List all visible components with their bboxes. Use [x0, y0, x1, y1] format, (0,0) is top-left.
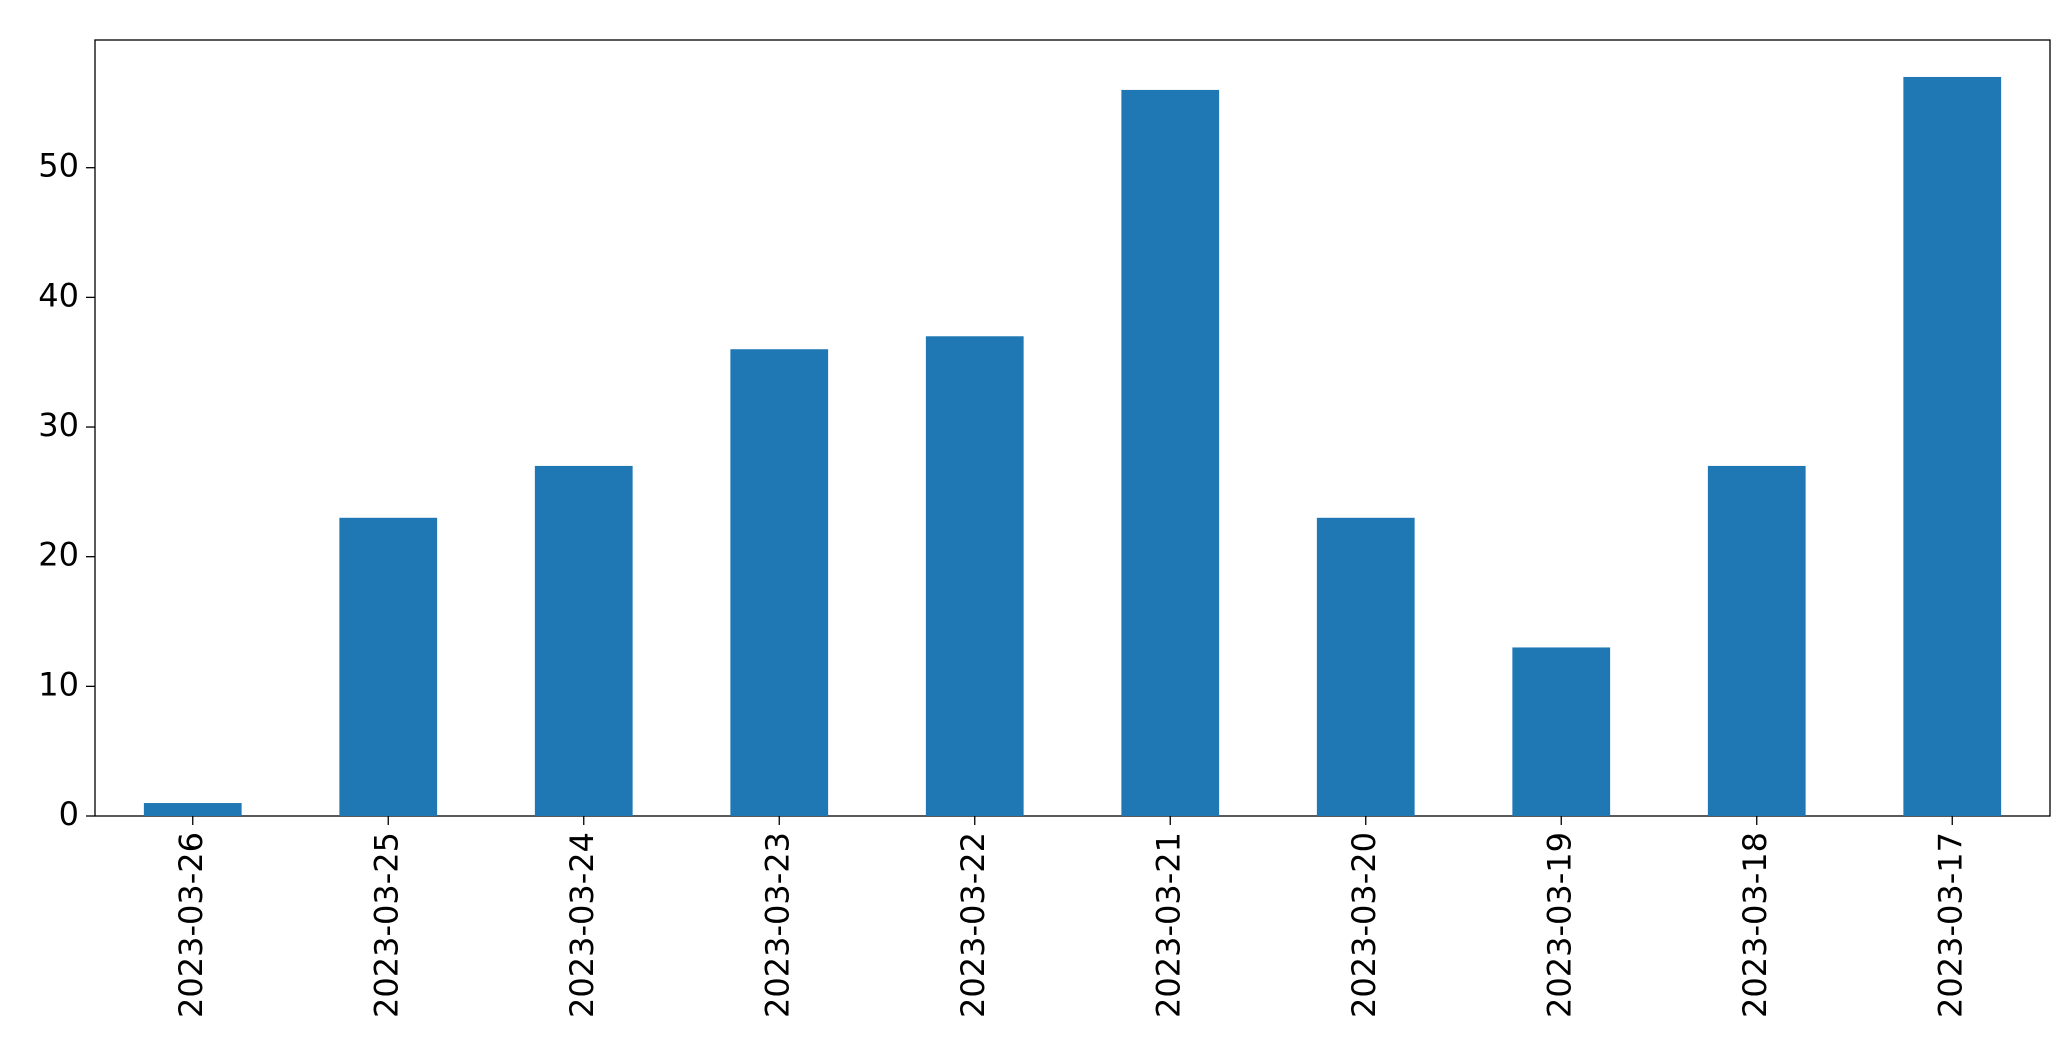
y-tick-label: 30: [38, 406, 79, 444]
x-tick-label: 2023-03-25: [367, 832, 405, 1018]
x-tick-label: 2023-03-23: [758, 832, 796, 1018]
y-tick-label: 10: [38, 665, 79, 703]
y-tick-label: 40: [38, 276, 79, 314]
bar: [1121, 89, 1220, 816]
bar: [534, 465, 633, 816]
x-tick-label: 2023-03-20: [1345, 832, 1383, 1018]
x-tick-label: 2023-03-26: [172, 832, 210, 1018]
bar: [339, 517, 438, 816]
x-tick-label: 2023-03-18: [1736, 832, 1774, 1018]
x-tick-label: 2023-03-22: [954, 832, 992, 1018]
y-tick-label: 50: [38, 147, 79, 185]
x-tick-label: 2023-03-21: [1149, 832, 1187, 1018]
x-tick-label: 2023-03-19: [1540, 832, 1578, 1018]
bar: [1903, 76, 2002, 816]
y-tick-label: 0: [59, 795, 79, 833]
plot-frame: [94, 39, 2051, 817]
y-tick-label: 20: [38, 536, 79, 574]
bar: [143, 803, 242, 816]
bar: [1707, 465, 1806, 816]
bar: [730, 349, 829, 816]
bar: [1512, 647, 1611, 816]
bar: [1316, 517, 1415, 816]
x-tick-label: 2023-03-24: [563, 832, 601, 1018]
x-tick-label: 2023-03-17: [1931, 832, 1969, 1018]
bar: [925, 336, 1024, 816]
